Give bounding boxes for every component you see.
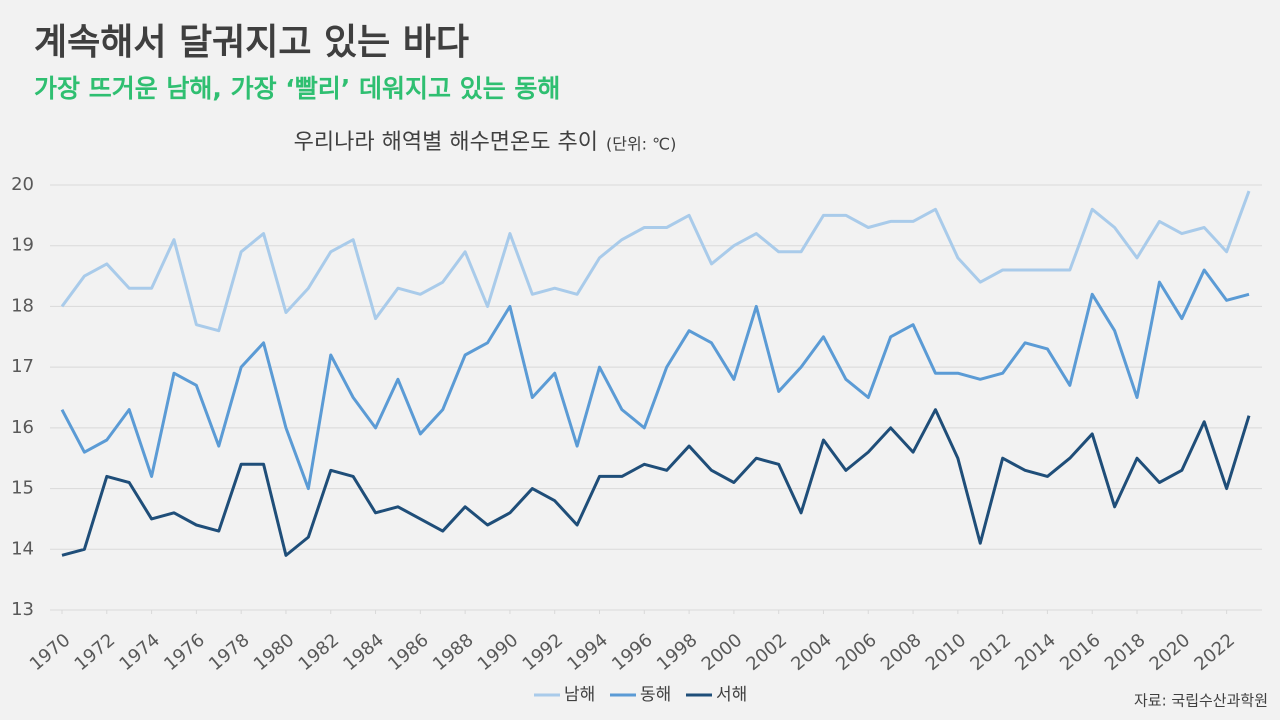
y-tick-label: 16	[11, 417, 34, 438]
y-tick-label: 15	[11, 478, 34, 499]
x-tick-label: 2022	[1190, 630, 1239, 676]
page-title: 계속해서 달궈지고 있는 바다	[34, 22, 469, 63]
x-tick-label: 2020	[1146, 630, 1195, 676]
series-line	[60, 190, 1251, 333]
legend-label: 동해	[640, 685, 671, 705]
legend-label: 서해	[716, 685, 747, 705]
chart-title: 우리나라 해역별 해수면온도 추이	[294, 130, 598, 155]
chart-unit: (단위: ℃)	[606, 135, 676, 154]
series-line	[60, 268, 1250, 491]
x-tick-label: 2010	[922, 630, 971, 676]
x-tick-label: 1996	[608, 630, 657, 676]
x-tick-label: 1976	[160, 630, 209, 676]
y-tick-label: 13	[11, 599, 34, 620]
y-tick-label: 19	[11, 235, 34, 256]
x-tick-label: 1980	[250, 630, 299, 676]
x-tick-label: 2000	[698, 630, 747, 676]
x-tick-label: 1988	[429, 630, 478, 676]
x-tick-label: 2016	[1056, 630, 1105, 676]
x-tick-label: 1978	[205, 630, 254, 676]
x-tick-label: 2018	[1101, 630, 1150, 676]
x-tick-label: 2012	[966, 630, 1015, 676]
x-tick-label: 2004	[787, 630, 836, 676]
y-tick-label: 14	[11, 538, 34, 559]
x-tick-label: 2014	[1011, 630, 1060, 676]
x-tick-label: 1998	[653, 630, 702, 676]
source: 자료: 국립수산과학원	[1134, 692, 1268, 710]
x-tick-label: 2006	[832, 630, 881, 676]
x-tick-label: 2008	[877, 630, 926, 676]
legend-label: 남해	[564, 685, 595, 705]
x-tick-label: 1982	[295, 630, 344, 676]
x-tick-label: 1986	[384, 630, 433, 676]
y-tick-label: 20	[11, 174, 34, 195]
x-tick-label: 1994	[563, 630, 612, 676]
x-tick-label: 1972	[71, 630, 120, 676]
x-tick-label: 2002	[743, 630, 792, 676]
x-tick-label: 1990	[474, 630, 523, 676]
page-subtitle: 가장 뜨거운 남해, 가장 ‘빨리’ 데워지고 있는 동해	[34, 74, 560, 103]
x-tick-label: 1974	[115, 630, 164, 676]
x-tick-label: 1984	[339, 630, 388, 676]
x-tick-label: 1970	[26, 630, 75, 676]
series-line	[61, 408, 1251, 557]
y-tick-label: 17	[11, 356, 34, 377]
y-tick-label: 18	[11, 295, 34, 316]
x-tick-label: 1992	[519, 630, 568, 676]
